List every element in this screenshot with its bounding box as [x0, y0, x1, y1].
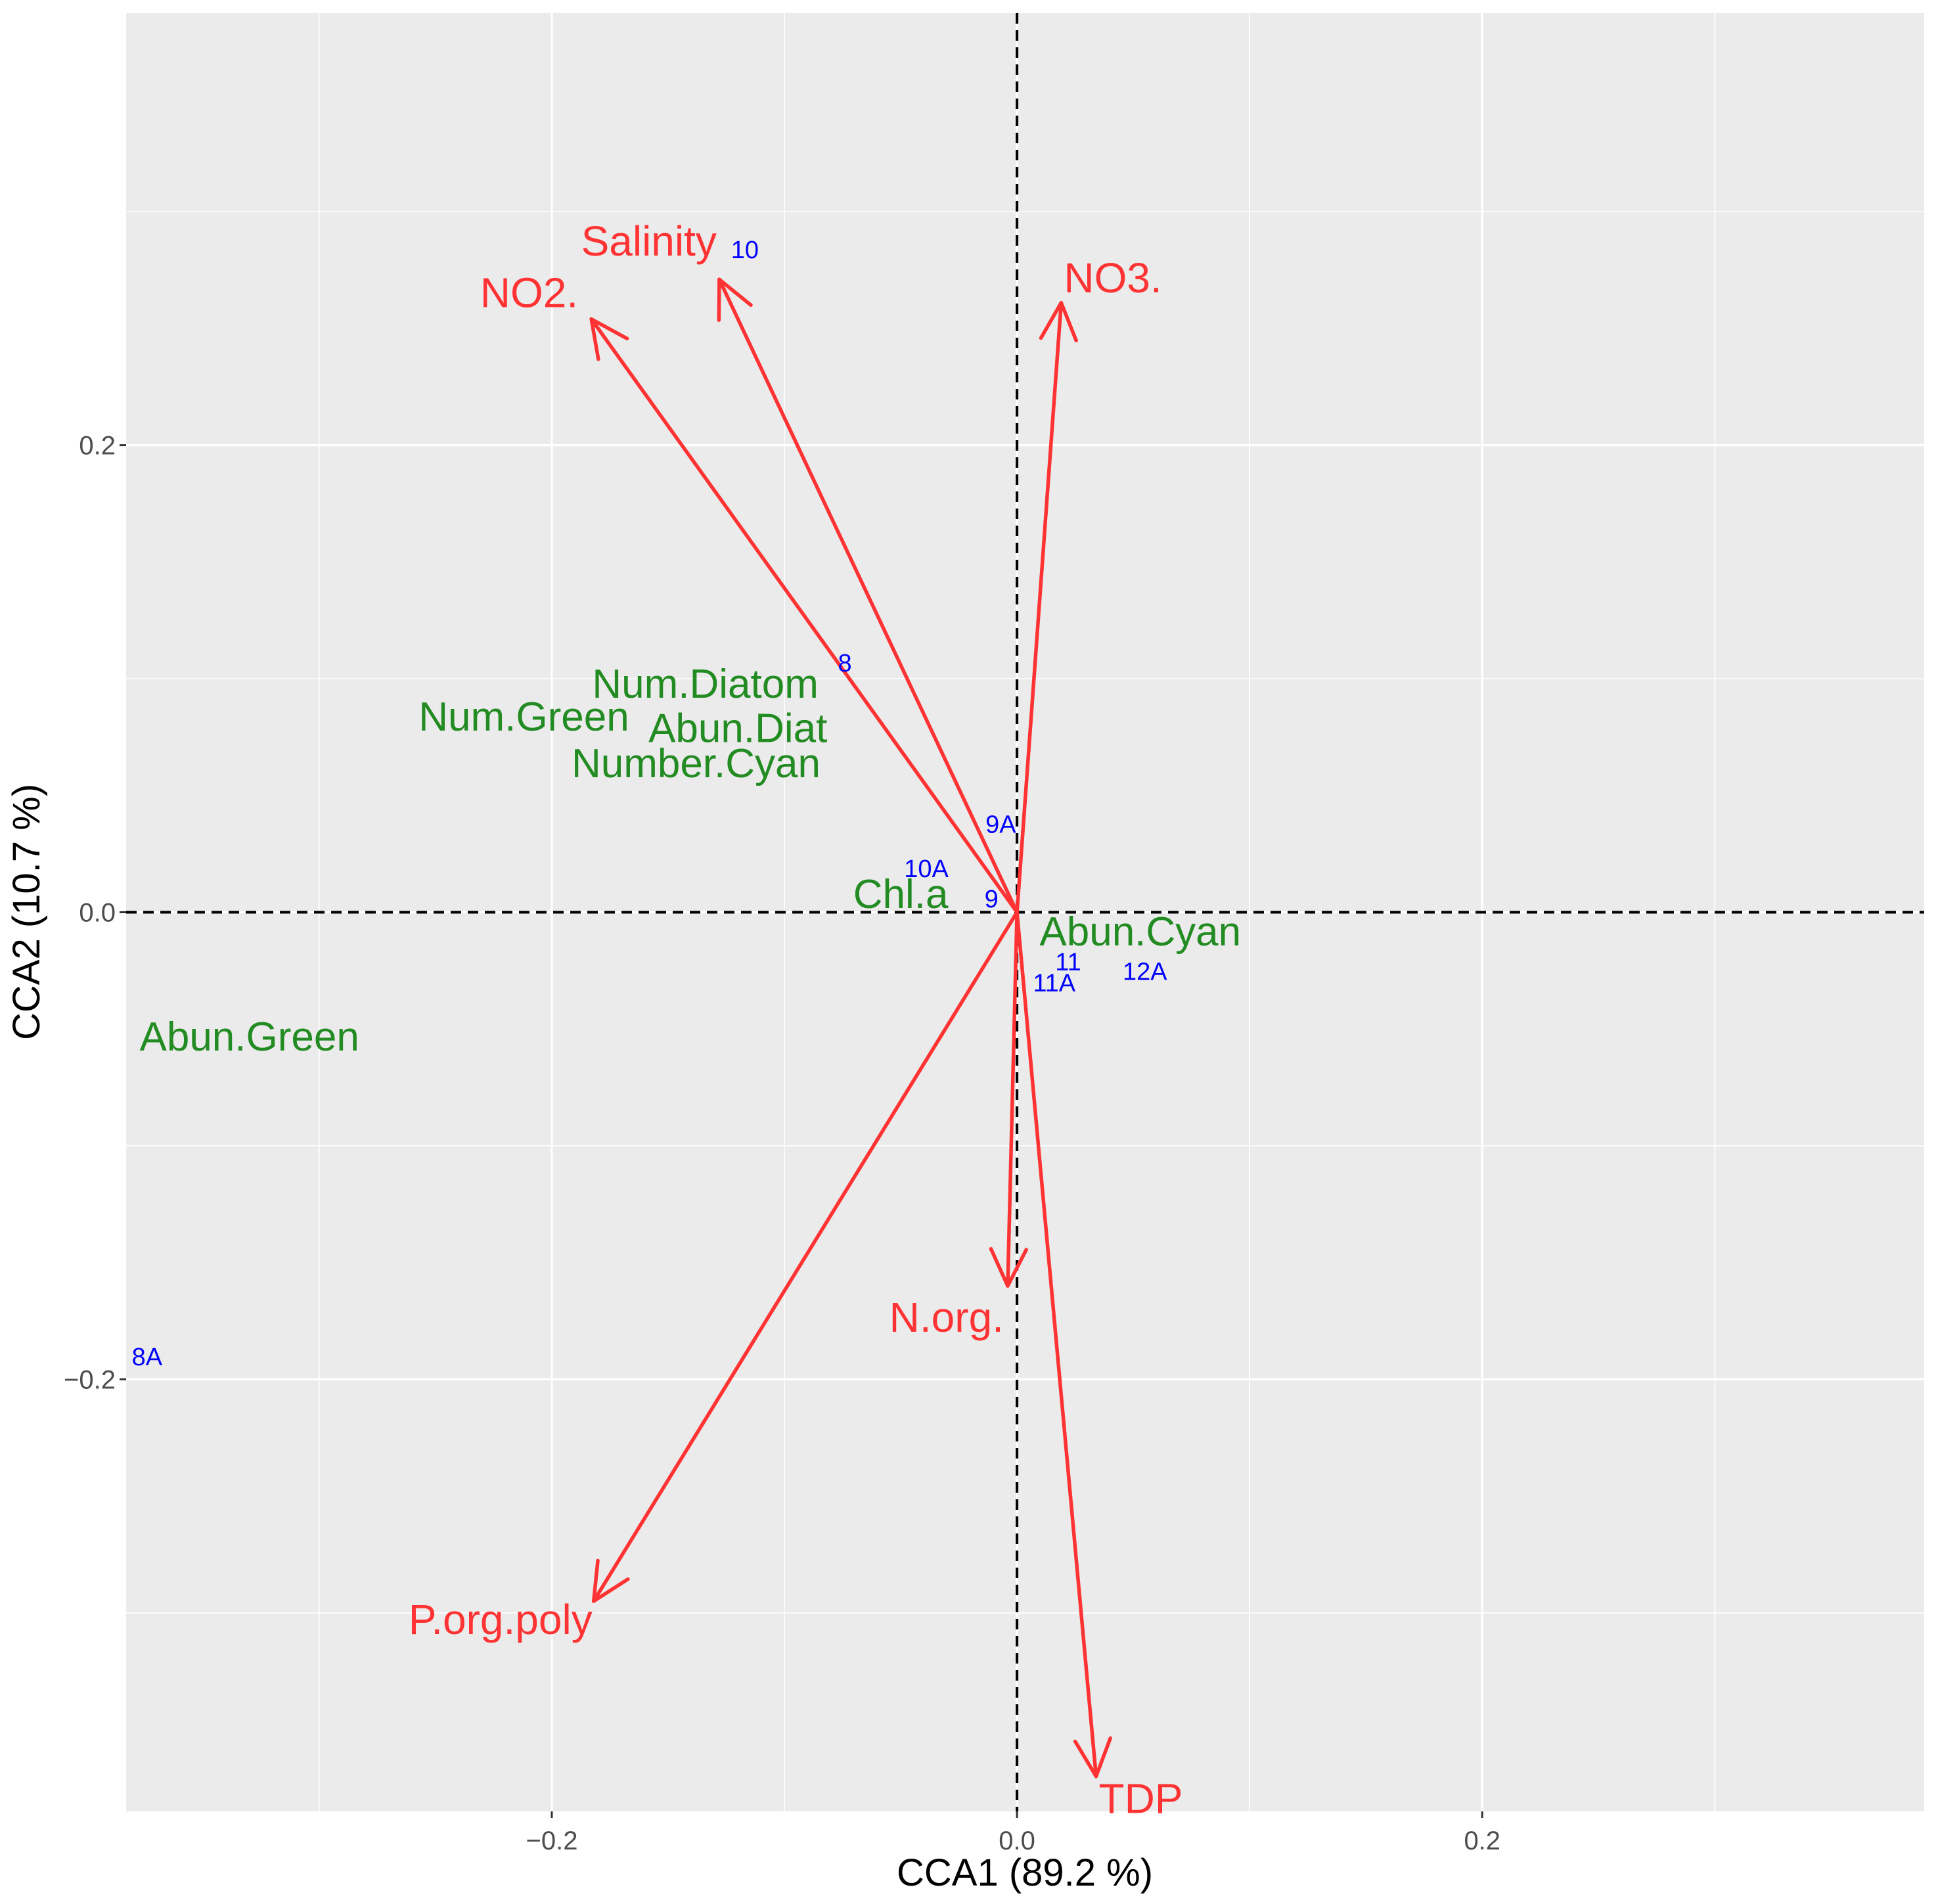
- site-label-11a: 11A: [1033, 970, 1075, 997]
- species-label-num-green: Num.Green: [418, 694, 629, 740]
- y-axis-title: CCA2 (10.7 %): [5, 784, 48, 1040]
- site-label-9a: 9A: [985, 811, 1016, 838]
- species-label-number-cyan: Number.Cyan: [572, 741, 821, 786]
- y-axis-ticks: −0.2 0.0 0.2: [64, 432, 126, 1394]
- x-axis-ticks: −0.2 0.0 0.2: [526, 1811, 1500, 1855]
- species-label-chl-a: Chl.a: [853, 872, 949, 917]
- env-label-salinity: Salinity: [581, 217, 717, 265]
- x-tick-label: −0.2: [526, 1826, 577, 1855]
- env-label-tdp: TDP: [1098, 1775, 1182, 1823]
- env-label-no3: NO3.: [1064, 254, 1161, 302]
- vector-salinity: [717, 277, 1019, 915]
- y-tick-label: −0.2: [64, 1365, 116, 1394]
- vector-no2: [589, 317, 1019, 915]
- species-label-num-diatom: Num.Diatom: [592, 662, 819, 707]
- environment-vectors: [589, 277, 1112, 1779]
- site-label-9: 9: [985, 886, 999, 913]
- species-label-abun-diat: Abun.Diat: [648, 706, 827, 752]
- env-label-p-org-poly: P.org.poly: [409, 1596, 593, 1643]
- vector-no3: [1015, 301, 1064, 915]
- vector-n-org: [1006, 910, 1019, 1288]
- arrowhead-no3: [1039, 301, 1078, 343]
- arrowhead-n-org: [989, 1246, 1028, 1288]
- site-label-10a: 10A: [904, 855, 949, 883]
- y-tick-label: 0.2: [79, 432, 116, 461]
- y-tick-label: 0.0: [79, 899, 116, 928]
- site-label-8a: 8A: [132, 1344, 163, 1371]
- vector-tdp: [1015, 910, 1098, 1779]
- env-label-no2: NO2.: [480, 269, 578, 317]
- vector-p-org-poly: [591, 910, 1019, 1603]
- species-label-abun-cyan: Abun.Cyan: [1039, 909, 1241, 955]
- site-label-11: 11: [1055, 949, 1081, 976]
- x-axis-title: CCA1 (89.2 %): [897, 1851, 1153, 1894]
- site-label-10: 10: [731, 237, 759, 264]
- site-label-8: 8: [838, 650, 852, 677]
- env-label-n-org: N.org.: [889, 1294, 1004, 1341]
- arrowhead-salinity: [717, 277, 753, 322]
- x-tick-label: 0.0: [999, 1826, 1035, 1855]
- arrowhead-no2: [589, 317, 629, 361]
- arrowhead-tdp: [1073, 1736, 1112, 1779]
- arrowhead-p-org-poly: [591, 1558, 630, 1603]
- reference-lines: [126, 13, 1924, 1811]
- x-tick-label: 0.2: [1464, 1826, 1500, 1855]
- site-label-12a: 12A: [1123, 958, 1167, 986]
- species-label-abun-green: Abun.Green: [139, 1014, 359, 1060]
- environment-labels: NO2.Salinity NO3. N.org. P.org.poly TDP: [409, 217, 1183, 1822]
